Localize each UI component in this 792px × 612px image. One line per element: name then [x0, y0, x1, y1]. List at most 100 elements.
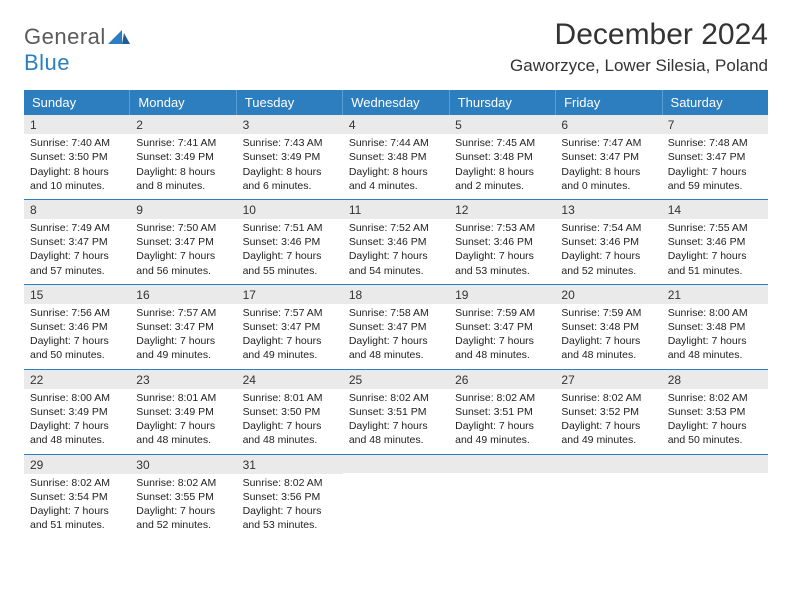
day-cell: 15Sunrise: 7:56 AMSunset: 3:46 PMDayligh…	[24, 285, 130, 369]
brand-part1: General	[24, 24, 106, 49]
daylight-text: Daylight: 7 hours and 48 minutes.	[349, 419, 443, 447]
sunset-text: Sunset: 3:50 PM	[243, 405, 337, 419]
sunset-text: Sunset: 3:56 PM	[243, 490, 337, 504]
day-cell: 25Sunrise: 8:02 AMSunset: 3:51 PMDayligh…	[343, 370, 449, 454]
location-text: Gaworzyce, Lower Silesia, Poland	[510, 56, 768, 76]
sunrise-text: Sunrise: 7:57 AM	[243, 306, 337, 320]
daylight-text: Daylight: 7 hours and 48 minutes.	[349, 334, 443, 362]
sunrise-text: Sunrise: 7:43 AM	[243, 136, 337, 150]
sunset-text: Sunset: 3:46 PM	[349, 235, 443, 249]
day-number: 27	[555, 370, 661, 389]
day-number: 30	[130, 455, 236, 474]
day-cell: 12Sunrise: 7:53 AMSunset: 3:46 PMDayligh…	[449, 200, 555, 284]
header: General Blue December 2024 Gaworzyce, Lo…	[24, 18, 768, 76]
day-body: Sunrise: 8:00 AMSunset: 3:49 PMDaylight:…	[24, 389, 130, 454]
daylight-text: Daylight: 7 hours and 50 minutes.	[668, 419, 762, 447]
sunset-text: Sunset: 3:47 PM	[136, 320, 230, 334]
day-number: 12	[449, 200, 555, 219]
sunrise-text: Sunrise: 7:59 AM	[455, 306, 549, 320]
sunrise-text: Sunrise: 8:02 AM	[561, 391, 655, 405]
sunrise-text: Sunrise: 8:01 AM	[136, 391, 230, 405]
daylight-text: Daylight: 7 hours and 57 minutes.	[30, 249, 124, 277]
sunset-text: Sunset: 3:47 PM	[243, 320, 337, 334]
sunset-text: Sunset: 3:54 PM	[30, 490, 124, 504]
day-body: Sunrise: 8:02 AMSunset: 3:52 PMDaylight:…	[555, 389, 661, 454]
day-body: Sunrise: 8:02 AMSunset: 3:56 PMDaylight:…	[237, 474, 343, 539]
day-body: Sunrise: 7:59 AMSunset: 3:47 PMDaylight:…	[449, 304, 555, 369]
daylight-text: Daylight: 8 hours and 4 minutes.	[349, 165, 443, 193]
sunset-text: Sunset: 3:47 PM	[349, 320, 443, 334]
daylight-text: Daylight: 7 hours and 49 minutes.	[243, 334, 337, 362]
day-cell: 10Sunrise: 7:51 AMSunset: 3:46 PMDayligh…	[237, 200, 343, 284]
day-number: 21	[662, 285, 768, 304]
day-body	[449, 473, 555, 531]
daylight-text: Daylight: 7 hours and 48 minutes.	[243, 419, 337, 447]
daylight-text: Daylight: 8 hours and 8 minutes.	[136, 165, 230, 193]
day-body	[555, 473, 661, 531]
sunrise-text: Sunrise: 7:52 AM	[349, 221, 443, 235]
sunset-text: Sunset: 3:47 PM	[561, 150, 655, 164]
day-body: Sunrise: 7:44 AMSunset: 3:48 PMDaylight:…	[343, 134, 449, 199]
day-cell	[662, 455, 768, 539]
sunset-text: Sunset: 3:48 PM	[561, 320, 655, 334]
sunrise-text: Sunrise: 7:58 AM	[349, 306, 443, 320]
day-body: Sunrise: 7:47 AMSunset: 3:47 PMDaylight:…	[555, 134, 661, 199]
daylight-text: Daylight: 7 hours and 55 minutes.	[243, 249, 337, 277]
day-body: Sunrise: 8:00 AMSunset: 3:48 PMDaylight:…	[662, 304, 768, 369]
day-cell: 3Sunrise: 7:43 AMSunset: 3:49 PMDaylight…	[237, 115, 343, 199]
day-body: Sunrise: 7:57 AMSunset: 3:47 PMDaylight:…	[130, 304, 236, 369]
sunrise-text: Sunrise: 7:50 AM	[136, 221, 230, 235]
day-cell: 6Sunrise: 7:47 AMSunset: 3:47 PMDaylight…	[555, 115, 661, 199]
sunrise-text: Sunrise: 8:02 AM	[30, 476, 124, 490]
sunset-text: Sunset: 3:48 PM	[455, 150, 549, 164]
weekday-header: Tuesday	[237, 90, 343, 115]
day-body: Sunrise: 7:52 AMSunset: 3:46 PMDaylight:…	[343, 219, 449, 284]
day-number: 25	[343, 370, 449, 389]
daylight-text: Daylight: 7 hours and 49 minutes.	[561, 419, 655, 447]
sunrise-text: Sunrise: 8:02 AM	[668, 391, 762, 405]
day-number: 8	[24, 200, 130, 219]
sunrise-text: Sunrise: 7:49 AM	[30, 221, 124, 235]
daylight-text: Daylight: 7 hours and 48 minutes.	[561, 334, 655, 362]
day-number: 19	[449, 285, 555, 304]
weekday-header: Monday	[130, 90, 236, 115]
day-number: 4	[343, 115, 449, 134]
daylight-text: Daylight: 7 hours and 51 minutes.	[668, 249, 762, 277]
sunset-text: Sunset: 3:50 PM	[30, 150, 124, 164]
day-number	[449, 455, 555, 473]
sunrise-text: Sunrise: 7:48 AM	[668, 136, 762, 150]
day-number: 7	[662, 115, 768, 134]
day-number: 18	[343, 285, 449, 304]
day-cell	[343, 455, 449, 539]
daylight-text: Daylight: 7 hours and 49 minutes.	[136, 334, 230, 362]
day-number: 2	[130, 115, 236, 134]
sunset-text: Sunset: 3:55 PM	[136, 490, 230, 504]
day-cell: 31Sunrise: 8:02 AMSunset: 3:56 PMDayligh…	[237, 455, 343, 539]
day-number: 1	[24, 115, 130, 134]
daylight-text: Daylight: 7 hours and 59 minutes.	[668, 165, 762, 193]
sunset-text: Sunset: 3:46 PM	[561, 235, 655, 249]
sunset-text: Sunset: 3:47 PM	[136, 235, 230, 249]
day-body	[343, 473, 449, 531]
day-body: Sunrise: 8:02 AMSunset: 3:55 PMDaylight:…	[130, 474, 236, 539]
sunset-text: Sunset: 3:49 PM	[136, 150, 230, 164]
daylight-text: Daylight: 7 hours and 53 minutes.	[243, 504, 337, 532]
day-body: Sunrise: 8:02 AMSunset: 3:51 PMDaylight:…	[343, 389, 449, 454]
day-cell: 1Sunrise: 7:40 AMSunset: 3:50 PMDaylight…	[24, 115, 130, 199]
daylight-text: Daylight: 7 hours and 48 minutes.	[455, 334, 549, 362]
sunset-text: Sunset: 3:47 PM	[668, 150, 762, 164]
day-number	[555, 455, 661, 473]
daylight-text: Daylight: 8 hours and 6 minutes.	[243, 165, 337, 193]
daylight-text: Daylight: 8 hours and 10 minutes.	[30, 165, 124, 193]
day-number: 11	[343, 200, 449, 219]
day-cell: 13Sunrise: 7:54 AMSunset: 3:46 PMDayligh…	[555, 200, 661, 284]
sunrise-text: Sunrise: 8:00 AM	[30, 391, 124, 405]
daylight-text: Daylight: 7 hours and 52 minutes.	[136, 504, 230, 532]
day-body: Sunrise: 8:02 AMSunset: 3:51 PMDaylight:…	[449, 389, 555, 454]
sunset-text: Sunset: 3:53 PM	[668, 405, 762, 419]
day-body: Sunrise: 7:57 AMSunset: 3:47 PMDaylight:…	[237, 304, 343, 369]
day-body: Sunrise: 8:02 AMSunset: 3:54 PMDaylight:…	[24, 474, 130, 539]
sunrise-text: Sunrise: 8:01 AM	[243, 391, 337, 405]
day-cell: 24Sunrise: 8:01 AMSunset: 3:50 PMDayligh…	[237, 370, 343, 454]
weekday-header: Thursday	[450, 90, 556, 115]
